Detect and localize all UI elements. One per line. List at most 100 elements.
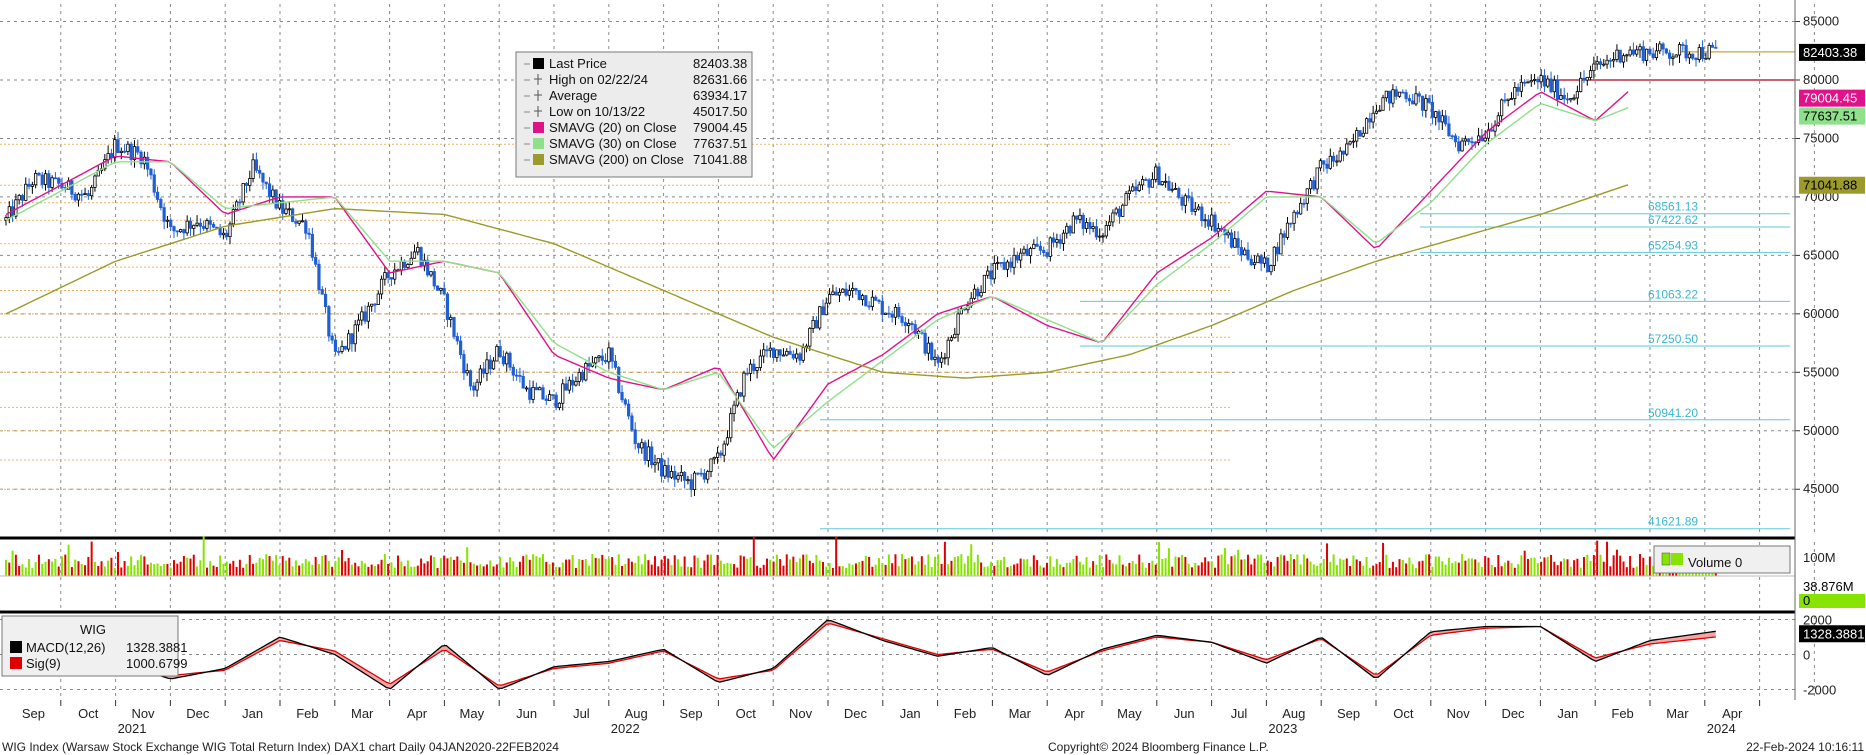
- volume-bar: [785, 554, 788, 576]
- price-candle: [610, 347, 614, 362]
- price-candle: [587, 363, 591, 367]
- price-candle: [666, 465, 670, 478]
- volume-bar: [1457, 562, 1460, 576]
- volume-bar: [1115, 564, 1118, 576]
- price-candle: [781, 354, 786, 357]
- volume-bar: [604, 558, 607, 576]
- volume-bar: [907, 558, 910, 576]
- price-candle: [80, 193, 84, 196]
- price-candle: [386, 272, 390, 278]
- price-legend-value: 82631.66: [693, 72, 747, 87]
- volume-bar: [505, 562, 508, 576]
- volume-bar: [953, 556, 956, 576]
- price-candle: [472, 385, 476, 391]
- volume-bar: [667, 558, 670, 576]
- price-candle: [1315, 167, 1319, 190]
- volume-bar: [1536, 563, 1539, 576]
- price-candle: [600, 355, 604, 361]
- volume-bar: [97, 566, 100, 576]
- volume-bar: [380, 559, 383, 576]
- price-candle: [956, 313, 960, 335]
- volume-bar: [1118, 555, 1121, 576]
- price-candle: [1183, 195, 1187, 206]
- price-legend-label: Last Price: [549, 56, 607, 71]
- volume-bar: [1210, 561, 1213, 576]
- volume-bar: [957, 556, 960, 576]
- volume-bar: [1309, 561, 1312, 576]
- price-candle: [300, 220, 305, 223]
- price-candle: [465, 370, 469, 374]
- volume-bar: [1158, 541, 1161, 576]
- price-candle: [808, 327, 812, 347]
- volume-bar: [1299, 564, 1302, 576]
- price-candle: [360, 311, 364, 321]
- price-candle: [198, 222, 202, 227]
- price-candle: [544, 398, 548, 401]
- volume-bar: [373, 565, 376, 576]
- volume-bar: [215, 566, 218, 576]
- volume-bar: [469, 562, 472, 576]
- sma-line-smavg-20-: [5, 91, 1629, 461]
- volume-bar: [1428, 554, 1431, 576]
- volume-bar: [1049, 556, 1052, 576]
- volume-bar: [120, 567, 123, 576]
- price-candle: [827, 294, 832, 304]
- price-candle: [1236, 238, 1240, 248]
- volume-bar: [1632, 567, 1635, 576]
- price-candle: [432, 271, 436, 287]
- y-tick-label: 55000: [1803, 364, 1839, 379]
- price-candle: [1318, 160, 1323, 169]
- price-candle: [1644, 48, 1649, 61]
- price-candle: [116, 139, 120, 153]
- volume-bar: [1438, 556, 1441, 576]
- price-candle: [995, 262, 1000, 264]
- volume-bar: [769, 559, 772, 576]
- price-candle: [218, 227, 222, 236]
- price-candle: [930, 342, 934, 360]
- volume-bar: [1461, 554, 1464, 576]
- price-candle: [389, 277, 394, 280]
- volume-bar: [84, 565, 87, 576]
- price-candle: [1707, 44, 1711, 59]
- volume-bar: [107, 560, 110, 576]
- volume-bar: [1121, 564, 1124, 576]
- price-candle: [1101, 235, 1105, 238]
- volume-bar: [1197, 565, 1200, 576]
- x-tick-label: May: [460, 706, 485, 721]
- price-candle: [132, 146, 137, 160]
- price-candle: [1210, 214, 1214, 227]
- volume-bar: [311, 564, 314, 576]
- volume-bar: [117, 551, 120, 576]
- volume-bar: [1339, 558, 1342, 576]
- volume-bar: [205, 567, 208, 576]
- volume-bar: [756, 565, 759, 576]
- price-candle: [785, 350, 789, 356]
- macd-legend-title: WIG: [80, 622, 106, 637]
- volume-bar: [746, 558, 749, 576]
- price-candle: [1364, 118, 1369, 134]
- price-legend-label: SMAVG (20) on Close: [549, 120, 677, 135]
- volume-bar: [1362, 565, 1365, 576]
- price-candle: [926, 342, 931, 354]
- price-candle: [1559, 95, 1563, 100]
- price-candle: [1051, 237, 1056, 243]
- volume-bar: [248, 554, 251, 576]
- price-candle: [696, 472, 700, 475]
- volume-bar: [568, 559, 571, 576]
- footer-copyright: Copyright© 2024 Bloomberg Finance L.P.: [1048, 740, 1269, 754]
- volume-bar: [1009, 566, 1012, 576]
- price-candle: [1572, 97, 1576, 100]
- price-candle: [541, 387, 545, 400]
- volume-bar: [192, 554, 195, 576]
- volume-bar: [499, 557, 502, 576]
- volume-bar: [212, 565, 215, 576]
- price-candle: [412, 251, 417, 259]
- volume-bar: [1102, 566, 1105, 576]
- price-candle: [729, 413, 733, 439]
- volume-bar: [1434, 556, 1437, 576]
- volume-bar: [331, 566, 334, 576]
- price-candle: [959, 308, 963, 315]
- volume-bar: [1052, 566, 1055, 576]
- volume-bar: [130, 556, 133, 576]
- price-y-axis: 4500050000550006000065000700007500080000…: [1795, 14, 1839, 496]
